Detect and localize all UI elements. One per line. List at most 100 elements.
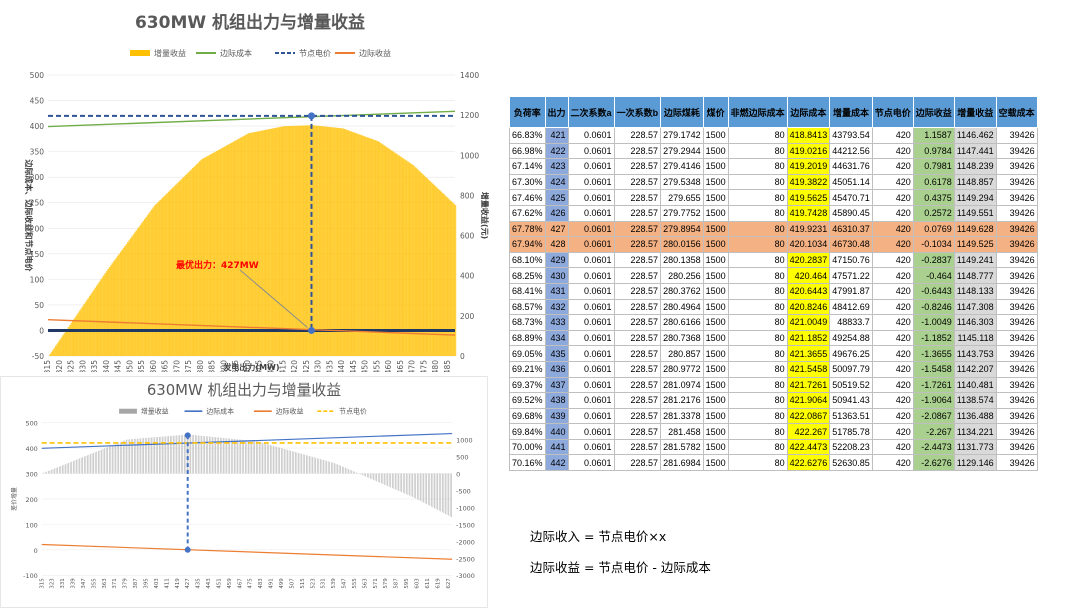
table-cell: -2.4473 [912,438,955,456]
incremental-bar [129,439,130,474]
incremental-bar [435,473,437,510]
table-cell: 48412.69 [829,298,873,316]
x-tick: 411 [164,578,170,588]
table-cell: 1500 [702,204,729,222]
table-cell: 280.9772 [660,360,704,378]
series-marginal-revenue [47,319,456,336]
incremental-bar [148,213,150,356]
incremental-bar [344,129,347,356]
table-row: 67.46% 425 0.0601 228.57 279.655 1500 80 419.56… [509,189,1038,206]
incremental-bar [381,143,383,356]
incremental-bar [299,453,301,474]
x-tick: 435 [325,360,334,372]
optimal-marker-top [184,432,191,439]
table-cell: 45051.14 [829,173,873,191]
incremental-bar [100,279,102,356]
incremental-bar [448,473,449,516]
incremental-bar [226,438,227,474]
x-tick: 470 [408,360,417,372]
incremental-bar [313,125,316,357]
incremental-bar [346,468,348,474]
table-cell: 1129.146 [953,454,997,472]
table-cell: 0.0769 [912,220,955,238]
table-cell: 280.3762 [660,282,704,300]
table-cell: 421.7261 [786,376,831,394]
table-cell: 0.0601 [567,282,615,300]
incremental-bar [369,138,372,356]
incremental-bar [402,158,405,356]
incremental-bar [341,466,343,474]
incremental-bar [229,438,230,474]
incremental-bar [312,456,313,474]
incremental-bar [231,142,234,356]
incremental-bar [323,126,325,357]
incremental-bar [407,473,409,495]
x-tick: 475 [419,360,428,372]
y-tick-left: 500 [25,420,37,428]
incremental-bar [238,439,240,474]
x-tick: 405 [255,360,264,372]
incremental-bar [224,438,226,474]
table-cell: 0.0601 [567,251,615,269]
y-tick-left: 0 [34,547,38,555]
incremental-bar [311,125,314,356]
incremental-bar [151,437,152,474]
table-cell: 426 [544,204,569,222]
incremental-bar [337,127,340,356]
incremental-bar [451,473,453,518]
incremental-bar [363,473,365,476]
incremental-bar [221,147,224,356]
table-cell: 39426 [995,314,1038,331]
incremental-bar [383,145,386,356]
formula-marginal-revenue: 边际收益 = 节点电价 - 边际成本 [530,560,711,575]
formula-marginal-income: 边际收入 = 节点电价×x [530,529,667,544]
table-cell: 280.0156 [660,236,704,253]
table-cell: 80 [727,298,788,316]
x-tick: 323 [50,578,56,589]
incremental-bar [76,314,78,356]
table-cell: 0.0601 [567,142,615,160]
incremental-bar [60,337,63,356]
table-cell: 435 [544,345,569,362]
table-cell: 44631.76 [829,158,873,175]
incremental-bar [401,473,402,493]
y-tick-right: 0 [456,470,460,478]
incremental-bar [345,467,346,474]
incremental-bar [279,447,281,474]
incremental-bar [52,349,54,356]
table-cell: 1145.118 [953,329,997,347]
incremental-bar [103,275,105,356]
y-tick-left: 500 [30,71,45,80]
x-tick: 555 [352,578,358,588]
incremental-bar [287,126,290,356]
x-tick: 475 [248,578,254,588]
incremental-bar [82,457,84,474]
incremental-bar [67,327,70,356]
incremental-bar [320,459,321,474]
incremental-bar [73,318,76,356]
table-cell: 67.14% [509,158,546,175]
table-cell: 39426 [995,236,1038,253]
table-cell: -2.6276 [912,454,955,472]
incremental-bar [112,445,113,474]
table-cell: 39426 [995,298,1038,316]
table-header-cell: 边际成本 [786,96,831,128]
incremental-bar [51,469,52,474]
table-cell: 421.5458 [786,360,831,378]
y-tick-right: 400 [460,272,475,281]
incremental-bar [374,473,376,481]
incremental-bar [220,148,222,356]
table-cell: 422.0867 [786,407,831,425]
table-cell: 228.57 [613,189,662,206]
table-cell: 420 [871,282,914,300]
incremental-bar [68,462,69,474]
incremental-bar [447,198,450,356]
incremental-bar [352,471,354,474]
table-cell: 49254.88 [829,329,873,347]
incremental-bar [165,436,166,474]
incremental-bar [179,180,181,356]
incremental-bar [110,265,112,356]
table-cell: 0.0601 [567,438,615,456]
incremental-bar [453,203,455,356]
incremental-bar [280,126,283,356]
